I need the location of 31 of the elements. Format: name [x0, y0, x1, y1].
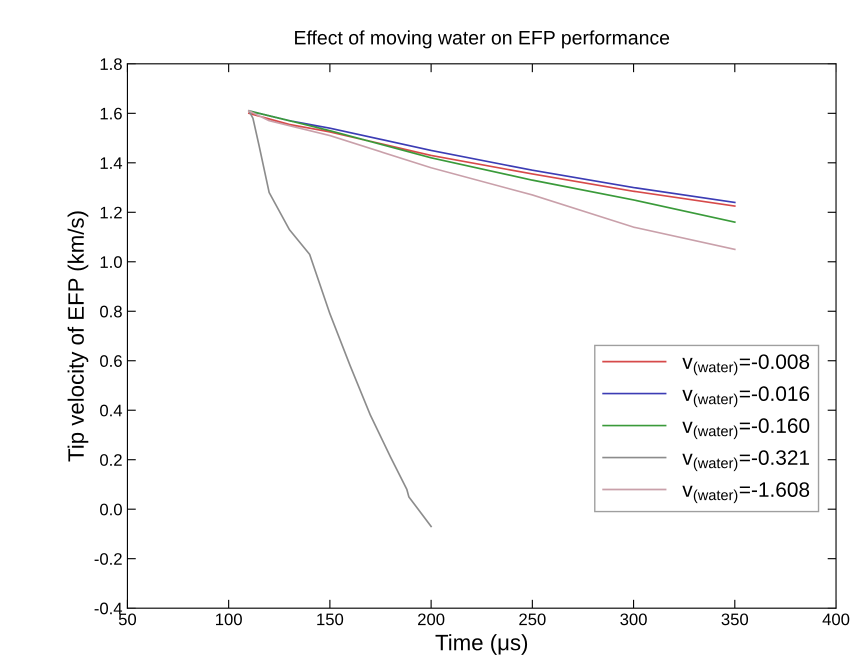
y-tick-label: 1.6	[100, 108, 122, 120]
legend-label: v$_{(water)}$=-1.608	[682, 482, 810, 504]
chart-title: Effect of moving water on EFP performance	[295, 30, 670, 48]
y-tick-label: -0.4	[94, 602, 122, 614]
y-tick-label: 1.4	[100, 157, 122, 169]
y-tick-label: 1.2	[100, 206, 122, 218]
legend-label: v$_{(water)}$=-0.160	[682, 418, 810, 440]
x-axis-title: Time (μs)	[436, 634, 528, 655]
y-tick-label: 0.8	[100, 306, 122, 318]
legend-label: v$_{(water)}$=-0.016	[682, 386, 810, 408]
x-tick-label: 350	[722, 613, 748, 626]
y-axis-title: Tip velocity of EFP (km/s)	[68, 211, 88, 462]
y-tick-label: 0.4	[100, 404, 122, 416]
y-tick-label: 0.0	[100, 504, 122, 516]
x-tick-label: 400	[822, 613, 850, 626]
x-tick-label: 50	[118, 613, 136, 626]
x-tick-label: 300	[620, 613, 647, 626]
y-tick-label: 1.0	[100, 256, 122, 268]
line-series	[248, 110, 432, 528]
x-tick-label: 150	[317, 613, 344, 626]
line-series	[248, 110, 736, 250]
y-tick-label: 1.8	[100, 58, 122, 70]
y-tick-label: 0.6	[100, 355, 122, 367]
legend-label: v$_{(water)}$=-0.321	[682, 450, 810, 472]
y-tick-label: -0.2	[94, 553, 122, 565]
line-series	[248, 110, 736, 224]
x-tick-label: 100	[216, 613, 242, 626]
legend-label: v$_{(water)}$=-0.008	[682, 354, 810, 376]
y-tick-label: 0.2	[100, 454, 122, 466]
x-tick-label: 200	[418, 613, 444, 626]
x-tick-label: 250	[519, 613, 546, 626]
